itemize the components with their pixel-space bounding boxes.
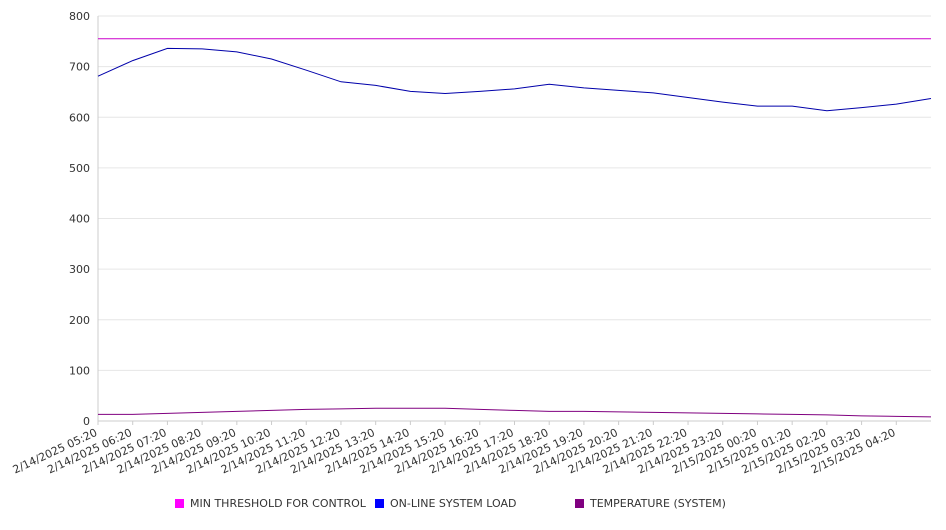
y-tick-label: 0 bbox=[83, 415, 90, 428]
legend-item-system-load[interactable]: ON-LINE SYSTEM LOAD bbox=[375, 497, 516, 510]
y-tick-label: 100 bbox=[69, 364, 90, 377]
series-line-system-load bbox=[97, 47, 932, 112]
y-axis-ticks: 0 100 200 300 400 500 600 700 800 bbox=[69, 10, 90, 428]
y-tick-label: 200 bbox=[69, 314, 90, 327]
y-tick-label: 700 bbox=[69, 61, 90, 74]
legend-label-system-load: ON-LINE SYSTEM LOAD bbox=[390, 497, 517, 510]
series-line-temperature bbox=[98, 407, 932, 418]
legend-swatch-temperature bbox=[575, 499, 584, 508]
legend-swatch-system-load bbox=[375, 499, 384, 508]
series-lines bbox=[97, 38, 932, 418]
legend: MIN THRESHOLD FOR CONTROL ON-LINE SYSTEM… bbox=[0, 497, 946, 517]
x-axis-ticks: 2/14/2025 05:202/14/2025 06:202/14/2025 … bbox=[11, 421, 898, 476]
y-tick-label: 500 bbox=[69, 162, 90, 175]
legend-label-temperature: TEMPERATURE (SYSTEM) bbox=[590, 497, 726, 510]
y-tick-label: 300 bbox=[69, 263, 90, 276]
legend-swatch-min-threshold bbox=[175, 499, 184, 508]
legend-label-min-threshold: MIN THRESHOLD FOR CONTROL bbox=[190, 497, 366, 510]
y-tick-label: 400 bbox=[69, 213, 90, 226]
legend-item-temperature[interactable]: TEMPERATURE (SYSTEM) bbox=[575, 497, 726, 510]
y-tick-label: 800 bbox=[69, 10, 90, 23]
y-tick-label: 600 bbox=[69, 111, 90, 124]
legend-item-min-threshold[interactable]: MIN THRESHOLD FOR CONTROL bbox=[175, 497, 366, 510]
grid-lines bbox=[98, 15, 931, 422]
